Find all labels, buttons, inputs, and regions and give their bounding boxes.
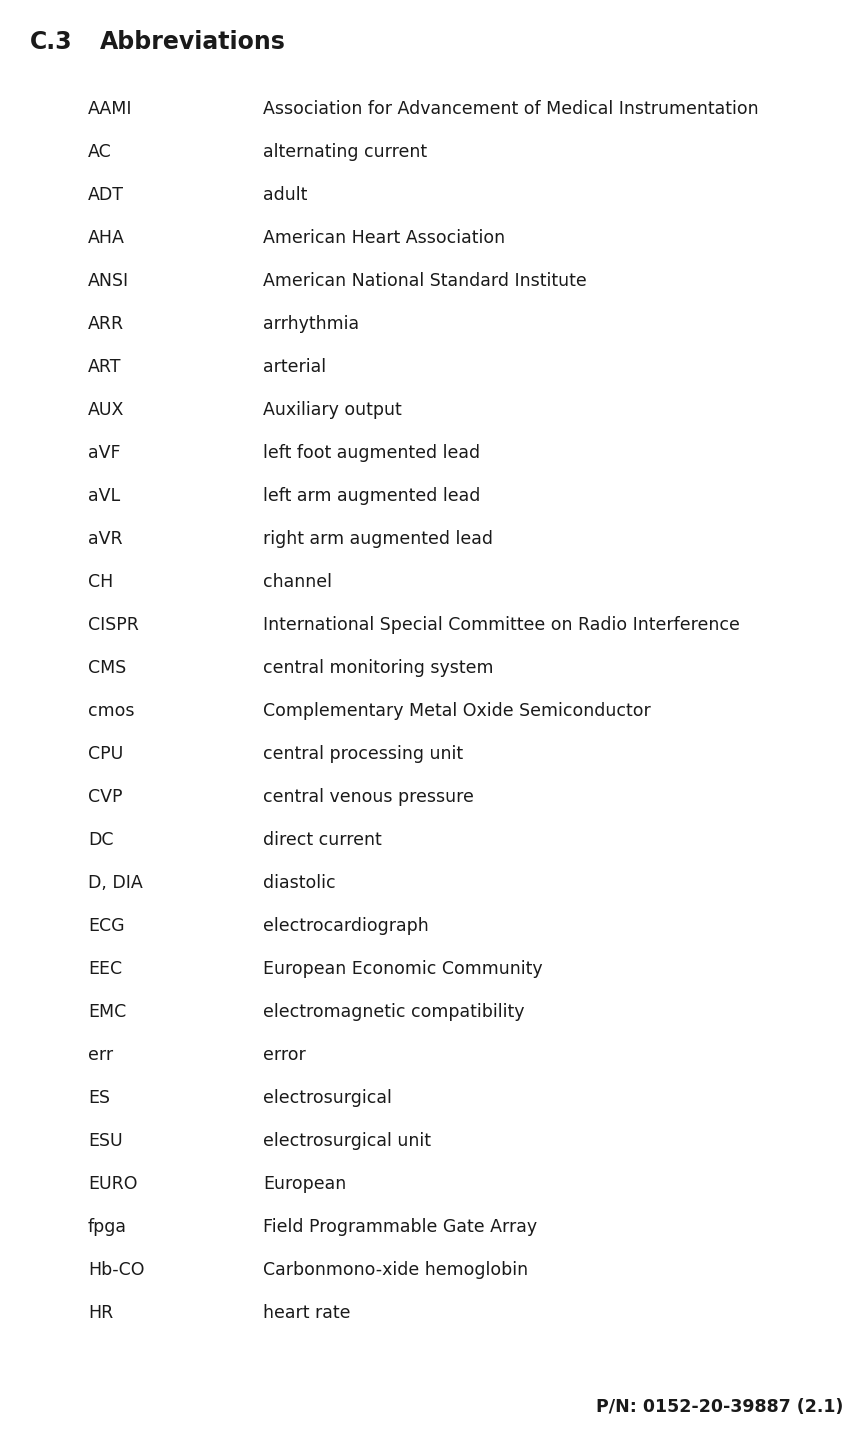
- Text: fpga: fpga: [88, 1218, 127, 1236]
- Text: cmos: cmos: [88, 701, 135, 720]
- Text: arterial: arterial: [263, 359, 326, 376]
- Text: aVL: aVL: [88, 487, 120, 505]
- Text: direct current: direct current: [263, 831, 381, 849]
- Text: Abbreviations: Abbreviations: [100, 30, 286, 54]
- Text: ADT: ADT: [88, 187, 124, 204]
- Text: EURO: EURO: [88, 1176, 137, 1193]
- Text: ESU: ESU: [88, 1132, 123, 1150]
- Text: electrosurgical: electrosurgical: [263, 1089, 392, 1108]
- Text: ECG: ECG: [88, 917, 124, 936]
- Text: Carbonmono-xide hemoglobin: Carbonmono-xide hemoglobin: [263, 1261, 528, 1280]
- Text: EEC: EEC: [88, 960, 123, 977]
- Text: err: err: [88, 1045, 113, 1064]
- Text: HR: HR: [88, 1304, 113, 1322]
- Text: AC: AC: [88, 143, 111, 161]
- Text: American National Standard Institute: American National Standard Institute: [263, 272, 587, 291]
- Text: error: error: [263, 1045, 306, 1064]
- Text: D, DIA: D, DIA: [88, 873, 142, 892]
- Text: alternating current: alternating current: [263, 143, 427, 161]
- Text: C.3: C.3: [30, 30, 72, 54]
- Text: EMC: EMC: [88, 1004, 126, 1021]
- Text: Auxiliary output: Auxiliary output: [263, 401, 402, 419]
- Text: ARR: ARR: [88, 315, 124, 333]
- Text: aVF: aVF: [88, 444, 121, 463]
- Text: diastolic: diastolic: [263, 873, 336, 892]
- Text: ES: ES: [88, 1089, 110, 1108]
- Text: P/N: 0152-20-39887 (2.1): P/N: 0152-20-39887 (2.1): [595, 1398, 843, 1416]
- Text: AHA: AHA: [88, 228, 125, 247]
- Text: CPU: CPU: [88, 745, 123, 763]
- Text: heart rate: heart rate: [263, 1304, 350, 1322]
- Text: Complementary Metal Oxide Semiconductor: Complementary Metal Oxide Semiconductor: [263, 701, 651, 720]
- Text: ANSI: ANSI: [88, 272, 129, 291]
- Text: Hb-CO: Hb-CO: [88, 1261, 144, 1280]
- Text: European: European: [263, 1176, 346, 1193]
- Text: DC: DC: [88, 831, 114, 849]
- Text: Field Programmable Gate Array: Field Programmable Gate Array: [263, 1218, 537, 1236]
- Text: channel: channel: [263, 573, 332, 591]
- Text: electromagnetic compatibility: electromagnetic compatibility: [263, 1004, 525, 1021]
- Text: CH: CH: [88, 573, 113, 591]
- Text: electrosurgical unit: electrosurgical unit: [263, 1132, 431, 1150]
- Text: aVR: aVR: [88, 531, 123, 548]
- Text: central monitoring system: central monitoring system: [263, 659, 494, 677]
- Text: central processing unit: central processing unit: [263, 745, 463, 763]
- Text: right arm augmented lead: right arm augmented lead: [263, 531, 493, 548]
- Text: International Special Committee on Radio Interference: International Special Committee on Radio…: [263, 616, 740, 633]
- Text: American Heart Association: American Heart Association: [263, 228, 505, 247]
- Text: AAMI: AAMI: [88, 100, 133, 119]
- Text: left foot augmented lead: left foot augmented lead: [263, 444, 480, 463]
- Text: ART: ART: [88, 359, 122, 376]
- Text: CMS: CMS: [88, 659, 126, 677]
- Text: European Economic Community: European Economic Community: [263, 960, 543, 977]
- Text: electrocardiograph: electrocardiograph: [263, 917, 429, 936]
- Text: CVP: CVP: [88, 788, 123, 805]
- Text: CISPR: CISPR: [88, 616, 139, 633]
- Text: Association for Advancement of Medical Instrumentation: Association for Advancement of Medical I…: [263, 100, 759, 119]
- Text: central venous pressure: central venous pressure: [263, 788, 474, 805]
- Text: left arm augmented lead: left arm augmented lead: [263, 487, 481, 505]
- Text: AUX: AUX: [88, 401, 124, 419]
- Text: adult: adult: [263, 187, 307, 204]
- Text: arrhythmia: arrhythmia: [263, 315, 359, 333]
